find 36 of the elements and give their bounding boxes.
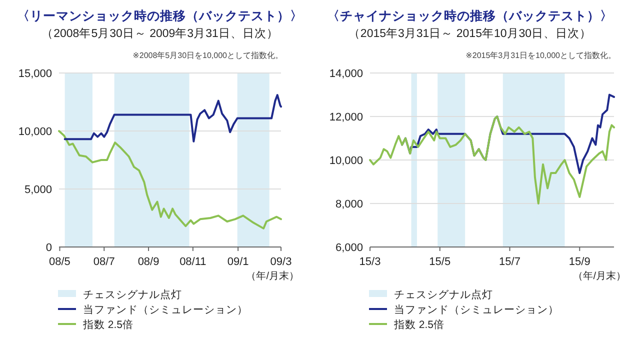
x-tick-label: 15/5 xyxy=(429,256,451,268)
legend-label: 指数 2.5倍 xyxy=(82,318,134,331)
chart-subtitle: （2008年5月30日～ 2009年3月31日、日次） xyxy=(42,27,278,40)
y-tick-label: 5,000 xyxy=(24,184,52,196)
x-tick-label: 08/11 xyxy=(180,256,206,268)
legend-label: 当ファンド（シミュレーション） xyxy=(394,304,559,316)
x-tick-label: 08/9 xyxy=(138,256,160,268)
y-tick-label: 14,000 xyxy=(329,68,363,80)
chart-subtitle: （2015年3月31日～ 2015年10月30日、日次） xyxy=(348,27,592,40)
line-series xyxy=(58,130,282,230)
text: ※2008年5月30日を10,000として指数化。 xyxy=(132,51,283,60)
x-tick-label: 15/7 xyxy=(499,256,520,268)
y-tick-label: 10,000 xyxy=(329,155,363,167)
y-tick-label: 0 xyxy=(46,242,52,254)
y-tick-label: 10,000 xyxy=(18,126,52,138)
x-tick-label: 09/1 xyxy=(227,256,249,268)
legend-label: 当ファンド（シミュレーション） xyxy=(83,304,248,316)
x-tick-label: 08/5 xyxy=(49,256,70,268)
line-series xyxy=(64,94,282,142)
chart-title: 〈リーマンショック時の推移（バックテスト）〉 xyxy=(17,9,303,23)
y-tick-label: 8,000 xyxy=(335,198,363,210)
legend-label: チェスシグナル点灯 xyxy=(394,288,493,301)
y-tick-label: 12,000 xyxy=(329,112,363,124)
text: ※2015年3月31日を10,000として指数化。 xyxy=(466,51,616,60)
x-tick-label: 15/3 xyxy=(359,256,381,268)
x-axis-title: （年/月末） xyxy=(573,270,626,282)
y-tick-label: 6,000 xyxy=(335,242,363,254)
chart-title: 〈チャイナショック時の推移（バックテスト）〉 xyxy=(327,9,613,23)
legend-label: チェスシグナル点灯 xyxy=(83,288,182,301)
legend-label: 指数 2.5倍 xyxy=(393,318,445,331)
line-series xyxy=(369,116,615,204)
x-tick-label: 15/9 xyxy=(568,256,590,268)
y-tick-label: 15,000 xyxy=(18,68,52,80)
x-axis-title: （年/月末） xyxy=(246,270,299,282)
x-tick-label: 08/7 xyxy=(93,256,115,268)
x-tick-label: 09/3 xyxy=(270,256,292,268)
